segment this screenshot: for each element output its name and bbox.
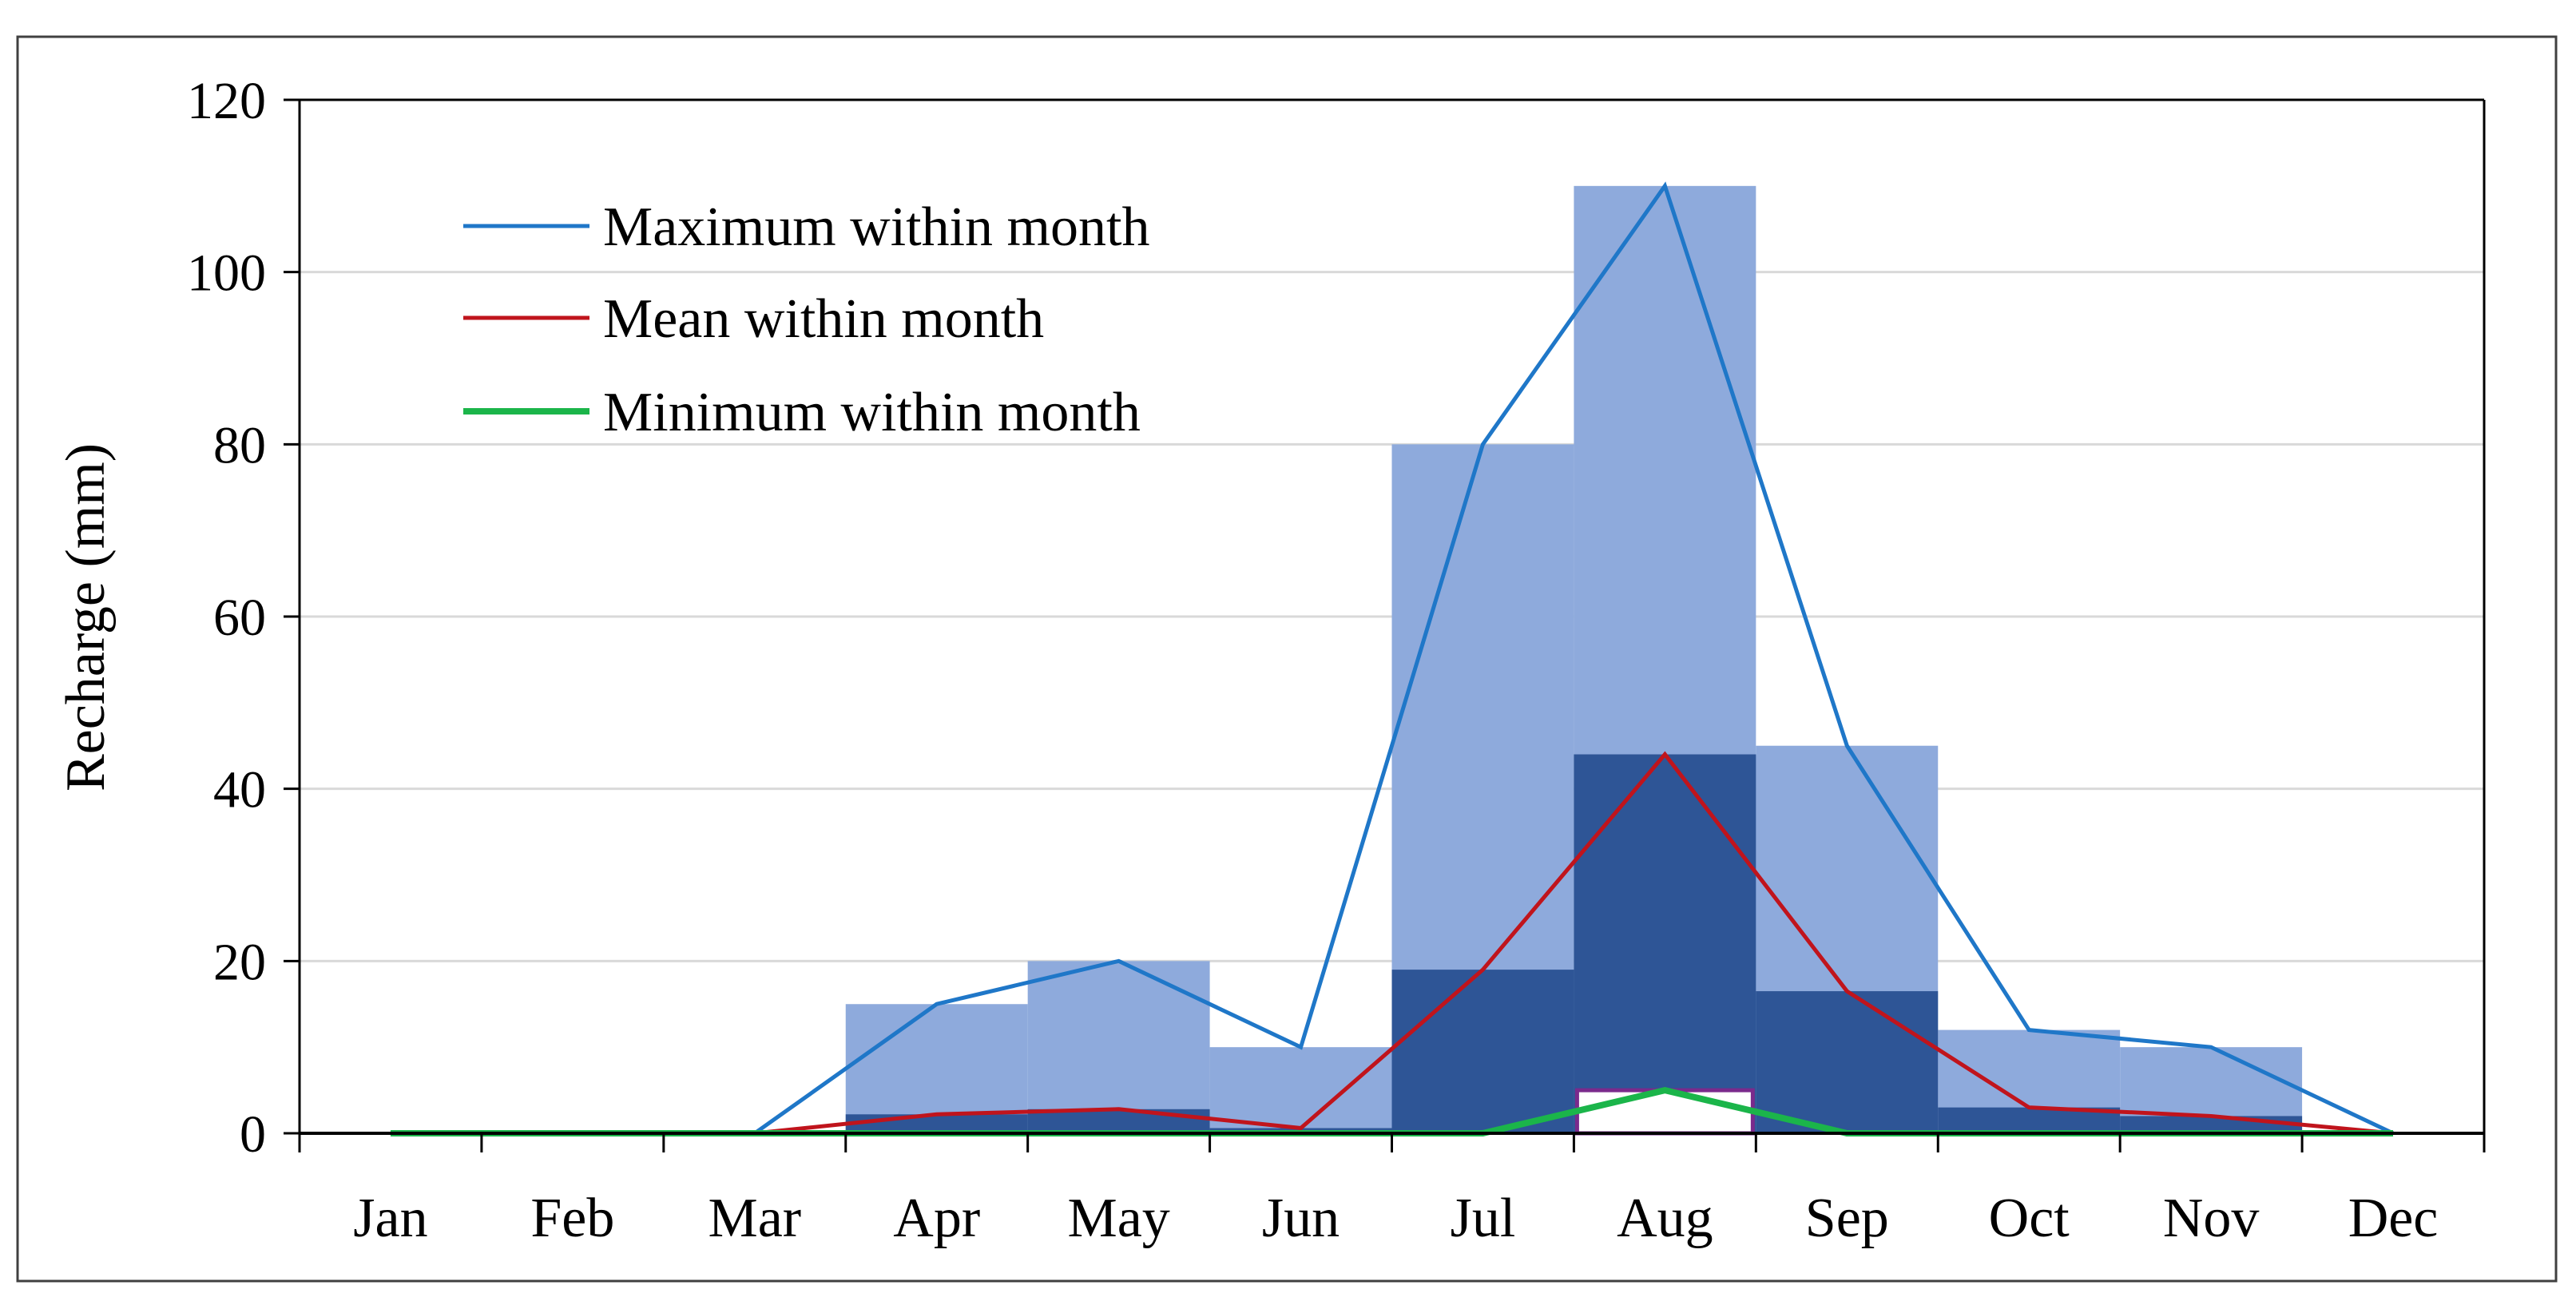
x-tick-label-oct: Oct	[1989, 1188, 2070, 1249]
max-bar-jun	[1209, 1047, 1392, 1133]
x-tick-label-jun: Jun	[1262, 1188, 1340, 1249]
legend: Maximum within month Mean within month Min…	[463, 196, 1149, 443]
mean-bar-jul	[1391, 970, 1574, 1133]
y-tick-label-0: 0	[240, 1105, 266, 1164]
min-bars	[1574, 1088, 1755, 1136]
y-tick-label-120: 120	[187, 72, 266, 130]
y-tick-label-20: 20	[213, 933, 266, 991]
legend-label-minimum: Minimum within month	[603, 382, 1141, 443]
y-tick-label-80: 80	[213, 416, 266, 474]
mean-bar-sep	[1756, 991, 1939, 1133]
x-tick-labels: Jan Feb Mar Apr May Jun Jul Aug Sep Oct Nov Dec	[353, 1188, 2438, 1249]
x-tick-label-apr: Apr	[893, 1188, 980, 1249]
x-tick-label-jan: Jan	[353, 1188, 427, 1249]
mean-bar-may	[1027, 1109, 1210, 1133]
legend-label-mean: Mean within month	[603, 288, 1044, 350]
x-tick-label-aug: Aug	[1617, 1188, 1713, 1249]
x-tick-label-mar: Mar	[708, 1188, 801, 1249]
x-tick-label-dec: Dec	[2348, 1188, 2439, 1249]
x-tick-label-jul: Jul	[1451, 1188, 1516, 1249]
min-bar-aug	[1574, 1088, 1755, 1136]
axes	[284, 98, 2486, 1152]
y-tick-label-60: 60	[213, 589, 266, 647]
legend-label-maximum: Maximum within month	[603, 196, 1149, 258]
x-tick-label-feb: Feb	[530, 1188, 614, 1249]
y-tick-labels: 0 20 40 60 80 100 120	[187, 72, 266, 1164]
x-tick-label-nov: Nov	[2163, 1188, 2260, 1249]
y-tick-label-40: 40	[213, 761, 266, 819]
y-tick-label-100: 100	[187, 244, 266, 303]
mean-bar-aug	[1574, 754, 1756, 1133]
x-tick-label-sep: Sep	[1805, 1188, 1889, 1249]
mean-bars	[845, 754, 2303, 1133]
x-tick-label-may: May	[1067, 1188, 1169, 1249]
y-axis-label: Recharge (mm)	[55, 443, 117, 791]
